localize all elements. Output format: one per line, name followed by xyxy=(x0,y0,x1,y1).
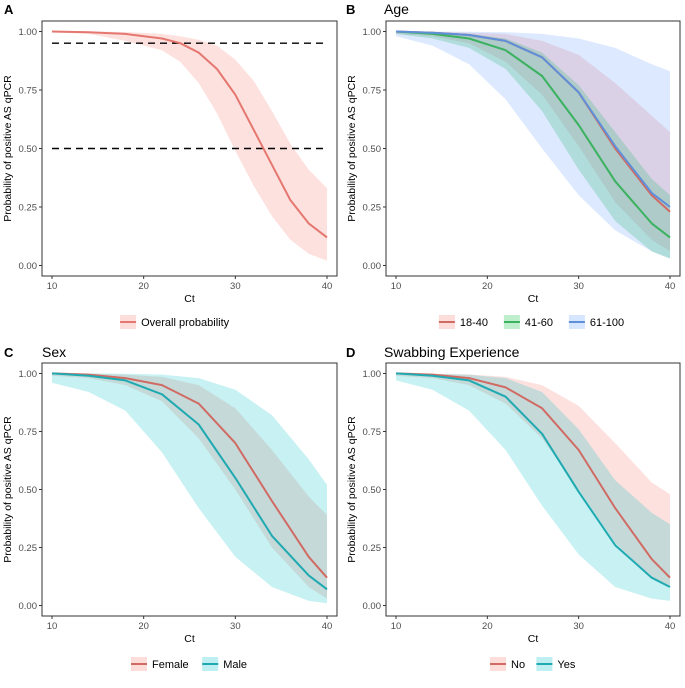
panel-c: C Sex 0.00 0.25 0.50 0.75 1.00 10 20 30 40 Ct Probab… xyxy=(2,344,338,671)
y-axis-label: Probability of positive AS qPCR xyxy=(2,416,14,563)
x-tick-label: 10 xyxy=(391,281,402,292)
legend: 18-40 41-60 61-100 xyxy=(438,315,624,329)
legend: No Yes xyxy=(490,657,576,671)
panel-d: D Swabbing Experience 0.00 0.25 0.50 0.75 1.00… xyxy=(346,344,681,671)
series-line-no xyxy=(395,372,671,579)
x-tick-label: 20 xyxy=(138,621,149,632)
y-tick-label: 1.00 xyxy=(363,369,382,380)
plot-data xyxy=(51,372,328,604)
y-tick-label: 1.00 xyxy=(363,27,382,38)
y-axis-label: Probability of positive AS qPCR xyxy=(2,75,14,222)
confidence-band-female xyxy=(52,373,327,599)
x-tick-label: 10 xyxy=(47,281,58,292)
panel-letter: C xyxy=(4,345,14,360)
y-tick-label: 0.00 xyxy=(363,261,382,272)
series-line-yes xyxy=(395,372,671,588)
x-axis-label: Ct xyxy=(528,293,539,305)
plot-data xyxy=(395,30,671,259)
x-tick-label: 40 xyxy=(322,281,333,292)
series-line-overall probability xyxy=(51,30,328,239)
legend-label-male: Male xyxy=(223,659,247,671)
x-tick-label: 30 xyxy=(573,621,584,632)
legend-label-no: No xyxy=(511,659,525,671)
series-line-61-100 xyxy=(395,30,671,208)
plot-data xyxy=(395,372,671,601)
y-tick-label: 0.25 xyxy=(363,543,382,554)
y-tick-label: 0.75 xyxy=(363,427,382,438)
x-tick-label: 20 xyxy=(482,281,493,292)
legend: Overall probability xyxy=(120,315,230,329)
y-tick-label: 0.75 xyxy=(19,86,38,97)
y-tick-label: 0.75 xyxy=(19,427,38,438)
y-tick-label: 0.75 xyxy=(363,86,382,97)
series-line-male xyxy=(51,372,328,591)
y-tick-label: 1.00 xyxy=(19,369,38,380)
panel-letter: D xyxy=(346,345,355,360)
panel-title: Swabbing Experience xyxy=(384,344,520,360)
y-axis-label: Probability of positive AS qPCR xyxy=(346,75,358,222)
legend-label-female: Female xyxy=(152,659,189,671)
legend-label-18-40: 18-40 xyxy=(460,317,488,329)
confidence-band-61-100 xyxy=(396,31,670,259)
x-tick-label: 40 xyxy=(665,281,676,292)
y-tick-label: 0.00 xyxy=(19,261,38,272)
series-line-female xyxy=(51,372,328,579)
x-tick-label: 30 xyxy=(573,281,584,292)
y-tick-label: 0.50 xyxy=(19,485,38,496)
panel-title: Sex xyxy=(42,344,66,360)
confidence-band-overall probability xyxy=(52,31,327,261)
y-tick-label: 0.50 xyxy=(19,144,38,155)
x-tick-label: 20 xyxy=(138,281,149,292)
x-tick-label: 10 xyxy=(391,621,402,632)
legend-label-61-100: 61-100 xyxy=(590,317,624,329)
x-axis-label: Ct xyxy=(184,293,195,305)
confidence-band-male xyxy=(52,373,327,604)
y-tick-label: 0.00 xyxy=(19,601,38,612)
x-tick-label: 20 xyxy=(482,621,493,632)
series-line-41-60 xyxy=(395,30,671,239)
x-tick-label: 10 xyxy=(47,621,58,632)
x-tick-label: 40 xyxy=(322,621,333,632)
panel-letter: B xyxy=(346,2,355,17)
panel-letter: A xyxy=(4,2,14,17)
legend-label-yes: Yes xyxy=(557,659,575,671)
y-tick-label: 0.50 xyxy=(363,144,382,155)
y-axis-label: Probability of positive AS qPCR xyxy=(346,416,358,563)
x-tick-label: 30 xyxy=(230,621,241,632)
y-tick-label: 0.25 xyxy=(19,543,38,554)
y-tick-label: 0.50 xyxy=(363,485,382,496)
confidence-band-18-40 xyxy=(396,31,670,252)
y-tick-label: 1.00 xyxy=(19,27,38,38)
panel-title: Age xyxy=(384,1,409,17)
panel-b: B Age 0.00 0.25 0.50 0.75 1.00 10 20 30 40 Ct Probab… xyxy=(346,1,681,329)
legend: Female Male xyxy=(131,657,247,671)
x-tick-label: 30 xyxy=(230,281,241,292)
x-tick-label: 40 xyxy=(665,621,676,632)
legend-label-overall probability: Overall probability xyxy=(141,317,230,329)
confidence-band-no xyxy=(396,373,670,587)
panel-a: A 0.00 0.25 0.50 0.75 1.00 10 20 30 40 Ct Probabili… xyxy=(2,2,338,329)
legend-label-41-60: 41-60 xyxy=(525,317,553,329)
plot-data xyxy=(51,30,328,261)
y-tick-label: 0.25 xyxy=(19,202,38,213)
y-tick-label: 0.00 xyxy=(363,601,382,612)
y-tick-label: 0.25 xyxy=(363,202,382,213)
confidence-band-yes xyxy=(396,373,670,601)
x-axis-label: Ct xyxy=(184,633,195,645)
x-axis-label: Ct xyxy=(528,633,539,645)
